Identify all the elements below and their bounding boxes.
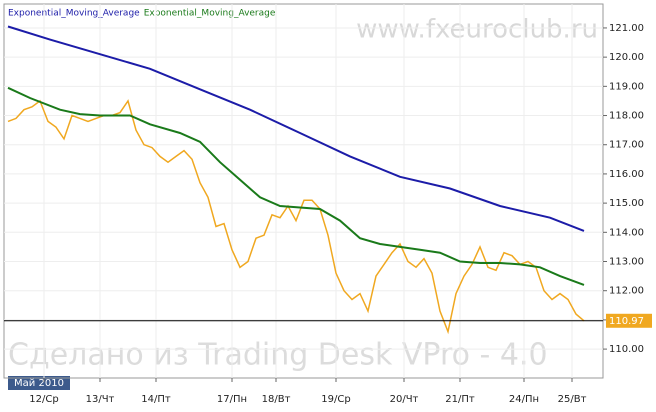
x-tick-label: 20/Чт	[390, 394, 419, 405]
x-tick-label: 19/Ср	[321, 394, 350, 405]
y-tick-label: 110.00	[609, 344, 644, 355]
y-tick-label: 114.00	[609, 227, 644, 238]
period-box	[8, 376, 70, 390]
legend-entry: Exponential_Moving_Average	[144, 9, 276, 19]
y-tick-label: 116.00	[609, 169, 644, 180]
x-tick-label: 14/Пт	[141, 394, 171, 405]
x-tick-label: 17/Пн	[217, 394, 247, 405]
y-tick-label: 120.00	[609, 52, 644, 63]
y-tick-label: 112.00	[609, 286, 644, 297]
plot-frame	[3, 3, 604, 379]
x-tick-label: 13/Чт	[86, 394, 115, 405]
y-tick-label: 121.00	[609, 23, 644, 34]
legend-entry: Exponential_Moving_Average	[8, 9, 140, 19]
watermark: www.fxeuroclub.ru	[356, 15, 598, 45]
x-tick-label: 18/Вт	[262, 394, 291, 405]
y-tick-label: 119.00	[609, 81, 644, 92]
y-tick-label: 117.00	[609, 140, 644, 151]
ema-line	[7, 86, 585, 286]
footer-watermark: Сделано из Trading Desk VPro - 4.0	[8, 338, 548, 373]
legend: Exponential_Moving_Average Exponential_Mo…	[8, 9, 276, 19]
y-tick-label: 118.00	[609, 111, 644, 122]
y-tick-label: 115.00	[609, 198, 644, 209]
x-tick-label: 24/Пн	[509, 394, 539, 405]
ema-line	[7, 25, 585, 232]
last-price-box	[606, 313, 652, 328]
last-price-label: 110.97	[609, 316, 644, 327]
y-tick-label: 113.00	[609, 257, 644, 268]
x-tick-label: 21/Пт	[445, 394, 475, 405]
x-tick-label: 12/Ср	[29, 394, 58, 405]
period-label: Май 2010	[14, 378, 64, 389]
x-tick-label: 25/Вт	[558, 394, 587, 405]
